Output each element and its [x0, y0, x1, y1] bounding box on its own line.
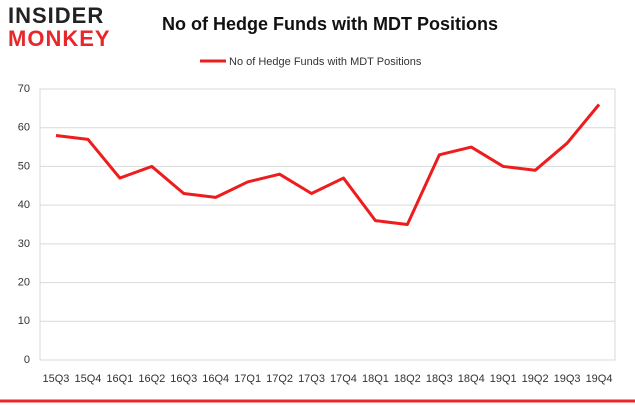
- x-tick-label: 17Q1: [234, 373, 261, 385]
- y-tick-label: 20: [18, 276, 30, 288]
- x-tick-label: 15Q3: [43, 373, 70, 385]
- y-tick-label: 40: [18, 199, 30, 211]
- y-tick-label: 60: [18, 122, 30, 134]
- x-tick-label: 17Q2: [266, 373, 293, 385]
- y-tick-label: 50: [18, 160, 30, 172]
- x-tick-label: 18Q2: [394, 373, 421, 385]
- plot-border: [39, 88, 616, 361]
- x-tick-label: 15Q4: [74, 373, 101, 385]
- x-tick-label: 16Q2: [138, 373, 165, 385]
- y-tick-label: 70: [18, 83, 30, 95]
- x-tick-label: 16Q4: [202, 373, 229, 385]
- x-tick-label: 19Q2: [522, 373, 549, 385]
- x-tick-label: 16Q3: [170, 373, 197, 385]
- x-tick-label: 18Q4: [458, 373, 485, 385]
- y-tick-label: 0: [24, 354, 30, 366]
- x-tick-label: 18Q3: [426, 373, 453, 385]
- x-tick-label: 19Q1: [490, 373, 517, 385]
- logo-bottom: MONKEY: [8, 26, 111, 51]
- x-tick-label: 19Q3: [554, 373, 581, 385]
- x-tick-label: 17Q4: [330, 373, 357, 385]
- x-tick-label: 17Q3: [298, 373, 325, 385]
- x-tick-label: 18Q1: [362, 373, 389, 385]
- legend-label: No of Hedge Funds with MDT Positions: [229, 56, 422, 68]
- logo-top: INSIDER: [8, 3, 104, 28]
- y-tick-label: 10: [18, 315, 30, 327]
- x-tick-label: 19Q4: [586, 373, 613, 385]
- y-tick-label: 30: [18, 238, 30, 250]
- chart-title: No of Hedge Funds with MDT Positions: [162, 14, 498, 34]
- x-tick-label: 16Q1: [106, 373, 133, 385]
- line: [55, 103, 601, 226]
